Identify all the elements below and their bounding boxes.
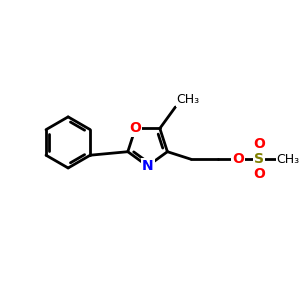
Text: O: O xyxy=(232,152,244,166)
Text: O: O xyxy=(253,137,265,151)
Text: O: O xyxy=(129,122,141,135)
Text: S: S xyxy=(254,152,264,166)
Text: CH₃: CH₃ xyxy=(276,153,299,166)
Text: CH₃: CH₃ xyxy=(176,93,200,106)
Text: N: N xyxy=(142,159,153,173)
Text: O: O xyxy=(253,167,265,182)
